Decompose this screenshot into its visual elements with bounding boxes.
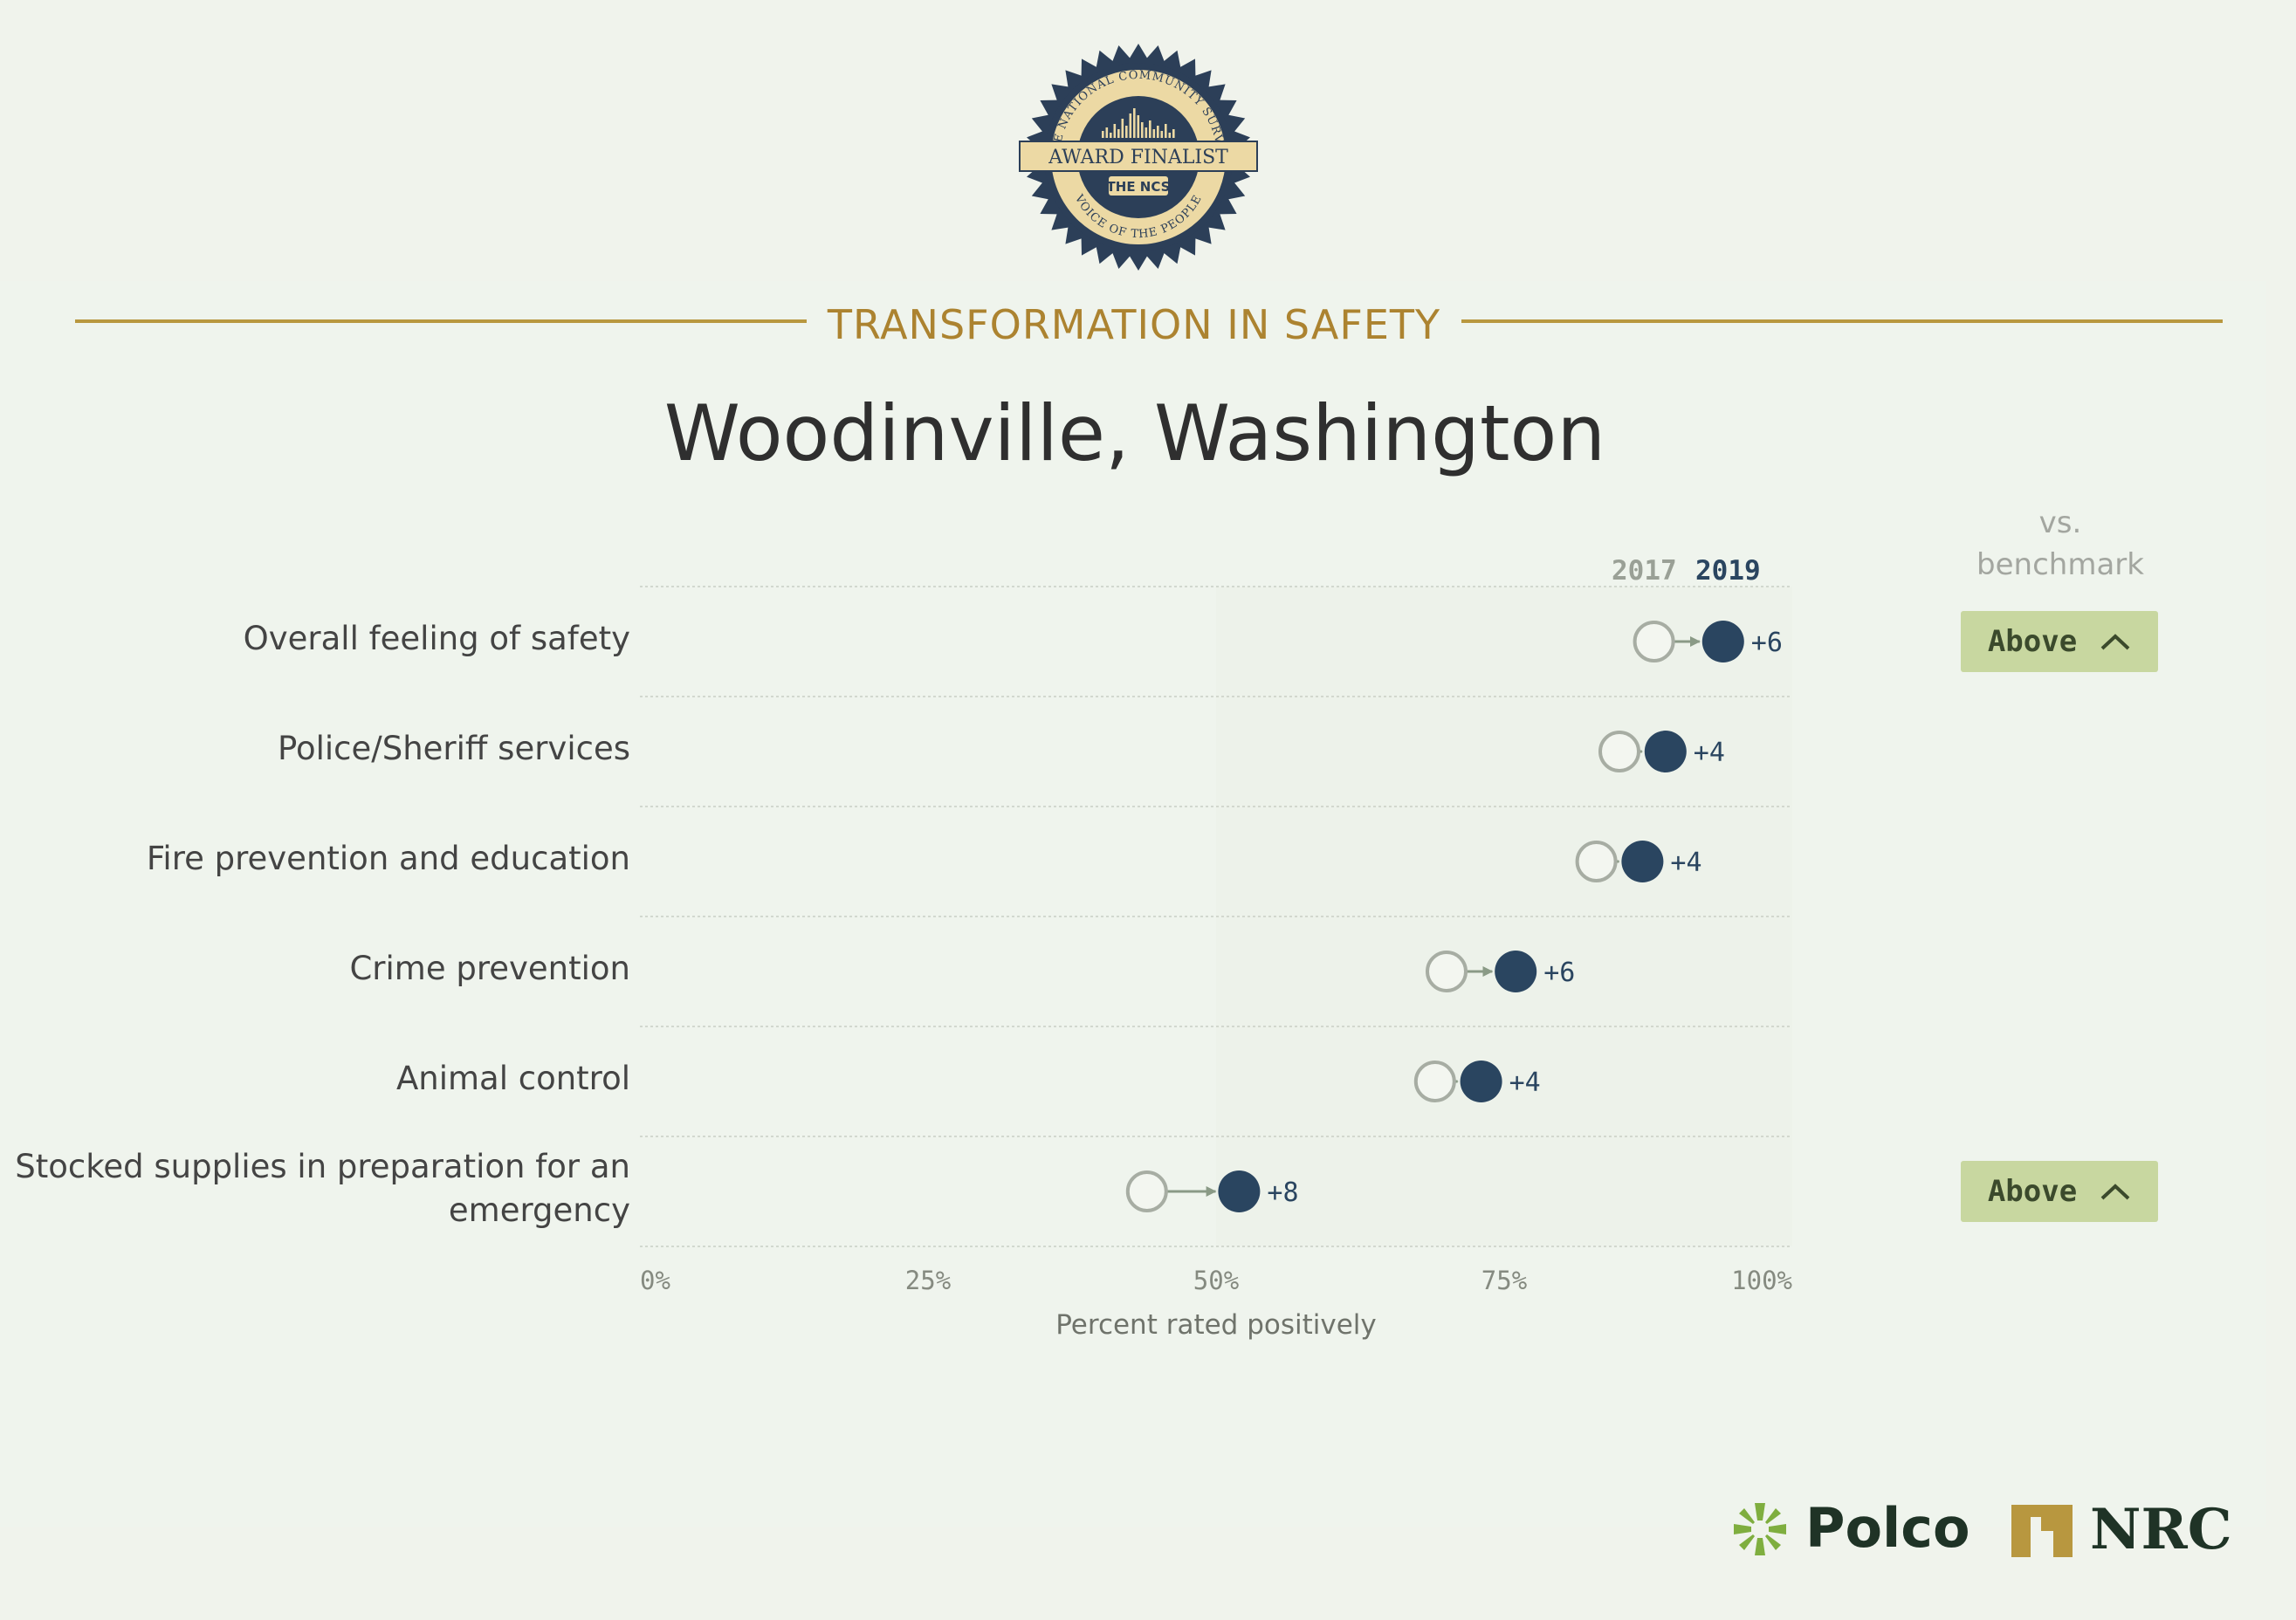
point-2017 (1633, 621, 1675, 662)
row-label: Fire prevention and education (146, 840, 630, 877)
chevron-up-icon (2100, 1184, 2130, 1200)
change-label: +6 (1751, 628, 1783, 658)
change-label: +8 (1267, 1177, 1298, 1208)
point-2019 (1621, 841, 1664, 882)
award-finalist-seal: THE NATIONAL COMMUNITY SURVEY VOICE OF T… (1014, 44, 1258, 271)
x-tick-label: 75% (1481, 1266, 1527, 1295)
row-label: Police/Sheriff services (277, 730, 630, 767)
point-2017 (1125, 1170, 1168, 1212)
content-panel (0, 281, 2266, 1527)
legend-year-2019: 2019 (1695, 555, 1761, 587)
row-label: Crime prevention (349, 950, 630, 987)
benchmark-header-line1: vs. (2038, 505, 2082, 540)
x-tick-label: 100% (1731, 1266, 1792, 1295)
skyline-icon (1102, 108, 1175, 138)
point-2017 (1575, 841, 1618, 882)
nrc-wordmark: NRC (2090, 1497, 2232, 1562)
benchmark-badge: Above (1961, 1161, 2158, 1222)
row-label: Animal control (395, 1060, 630, 1097)
change-label: +4 (1694, 738, 1725, 768)
benchmark-badge: Above (1961, 611, 2158, 672)
x-axis-label: Percent rated positively (1055, 1309, 1377, 1341)
footer-logos: Polco NRC (1734, 1496, 2232, 1562)
point-2017 (1426, 951, 1468, 992)
point-2019 (1218, 1170, 1261, 1212)
point-2017 (1598, 731, 1640, 772)
row-label: Stocked supplies in preparation for an e… (15, 1148, 630, 1229)
seal-ribbon-text: AWARD FINALIST (1048, 147, 1228, 168)
polco-logo-icon (1734, 1503, 1786, 1555)
benchmark-header: vs. benchmark (1912, 502, 2209, 586)
section-kicker: TRANSFORMATION IN SAFETY (827, 301, 1441, 348)
x-tick-label: 25% (905, 1266, 951, 1295)
point-2017 (1413, 1061, 1456, 1102)
chevron-up-icon (2100, 634, 2130, 650)
benchmark-label: Above (1987, 624, 2078, 659)
polco-wordmark: Polco (1805, 1496, 1970, 1560)
point-2019 (1644, 731, 1687, 772)
change-label: +4 (1670, 848, 1701, 878)
seal-ncs-mark: THE NCS (1107, 179, 1171, 195)
legend-year-2017: 2017 (1612, 555, 1677, 587)
change-label: +4 (1509, 1067, 1541, 1098)
title-rule-left (75, 319, 807, 323)
change-label: +6 (1543, 958, 1575, 988)
row-label: Overall feeling of safety (243, 620, 630, 657)
page-title: Woodinville, Washington (663, 388, 1606, 478)
nrc-logo-icon (2011, 1505, 2073, 1557)
x-tick-label: 0% (640, 1266, 670, 1295)
point-2019 (1495, 951, 1537, 992)
benchmark-header-line2: benchmark (1976, 547, 2144, 582)
point-2019 (1460, 1061, 1502, 1102)
title-rule-right (1461, 319, 2223, 323)
point-2019 (1701, 621, 1744, 662)
benchmark-label: Above (1987, 1174, 2078, 1209)
x-tick-label: 50% (1193, 1266, 1239, 1295)
